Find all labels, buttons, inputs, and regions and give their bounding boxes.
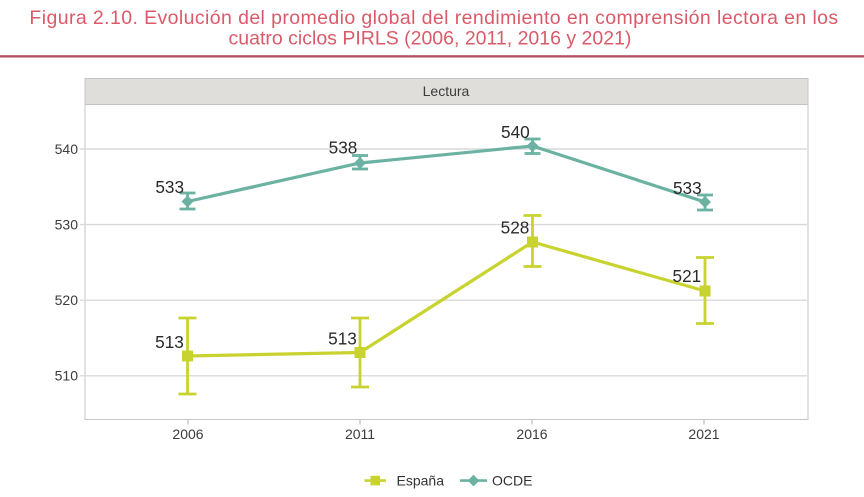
svg-text:540: 540 — [501, 122, 530, 142]
svg-text:520: 520 — [55, 292, 79, 308]
svg-text:510: 510 — [55, 368, 79, 384]
svg-text:540: 540 — [55, 141, 79, 157]
svg-text:513: 513 — [155, 332, 184, 352]
svg-text:538: 538 — [329, 138, 358, 158]
svg-text:cuatro ciclos PIRLS (2006, 201: cuatro ciclos PIRLS (2006, 2011, 2016 y … — [229, 28, 632, 50]
svg-text:2011: 2011 — [345, 426, 375, 442]
svg-text:513: 513 — [328, 328, 357, 348]
svg-text:2006: 2006 — [172, 426, 203, 442]
svg-text:Figura 2.10. Evolución del pro: Figura 2.10. Evolución del promedio glob… — [29, 7, 838, 29]
svg-text:530: 530 — [55, 216, 79, 232]
svg-text:533: 533 — [673, 178, 702, 198]
svg-text:Lectura: Lectura — [423, 83, 470, 99]
svg-text:521: 521 — [673, 266, 702, 286]
svg-text:528: 528 — [501, 218, 530, 238]
svg-text:2021: 2021 — [688, 426, 719, 442]
svg-text:OCDE: OCDE — [492, 472, 532, 488]
svg-text:2016: 2016 — [516, 426, 547, 442]
svg-text:533: 533 — [155, 177, 184, 197]
svg-text:España: España — [397, 472, 445, 488]
